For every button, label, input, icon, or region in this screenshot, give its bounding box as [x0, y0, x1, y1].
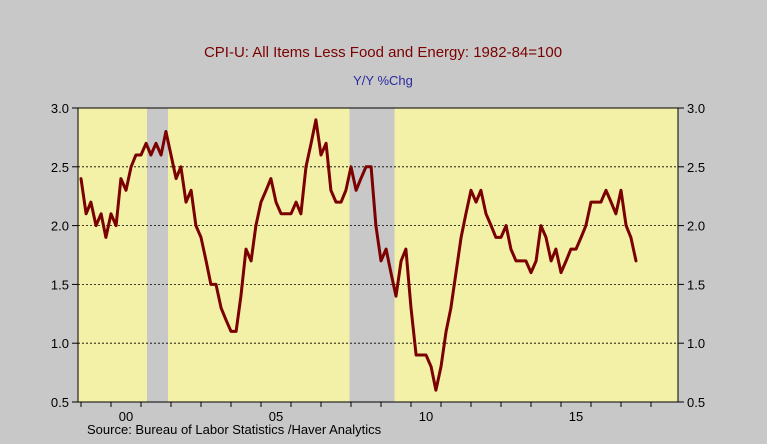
recession-band-1	[147, 108, 168, 402]
y-tick-label-right: 3.0	[687, 101, 705, 116]
series-line	[79, 118, 638, 392]
y-tick-label-right: 2.0	[687, 219, 705, 234]
plot-frame	[77, 107, 679, 403]
series-layer	[79, 118, 638, 392]
source-note: Source: Bureau of Labor Statistics /Have…	[87, 422, 382, 437]
x-tick-label: 15	[569, 409, 583, 424]
y-tick-label-right: 1.5	[687, 277, 705, 292]
x-tick-label: 10	[419, 409, 433, 424]
x-tick-label: 00	[119, 409, 133, 424]
y-tick-label-left: 2.5	[51, 160, 69, 175]
x-tick-label: 05	[269, 409, 283, 424]
y-tick-label-right: 0.5	[687, 395, 705, 410]
y-tick-label-left: 3.0	[51, 101, 69, 116]
chart-title: CPI-U: All Items Less Food and Energy: 1…	[204, 44, 562, 61]
axes: 0.5 0.5 1.0 1.0 1.5 1.5 2.0 2.0 2.5 2.5 3.0 3.0 00 05…	[51, 101, 705, 424]
y-tick-label-left: 1.5	[51, 277, 69, 292]
grid-lines	[78, 166, 678, 344]
chart-subtitle: Y/Y %Chg	[353, 73, 413, 88]
y-tick-label-left: 1.0	[51, 336, 69, 351]
y-tick-label-right: 2.5	[687, 160, 705, 175]
y-tick-label-left: 0.5	[51, 395, 69, 410]
y-tick-label-right: 1.0	[687, 336, 705, 351]
y-tick-label-left: 2.0	[51, 219, 69, 234]
